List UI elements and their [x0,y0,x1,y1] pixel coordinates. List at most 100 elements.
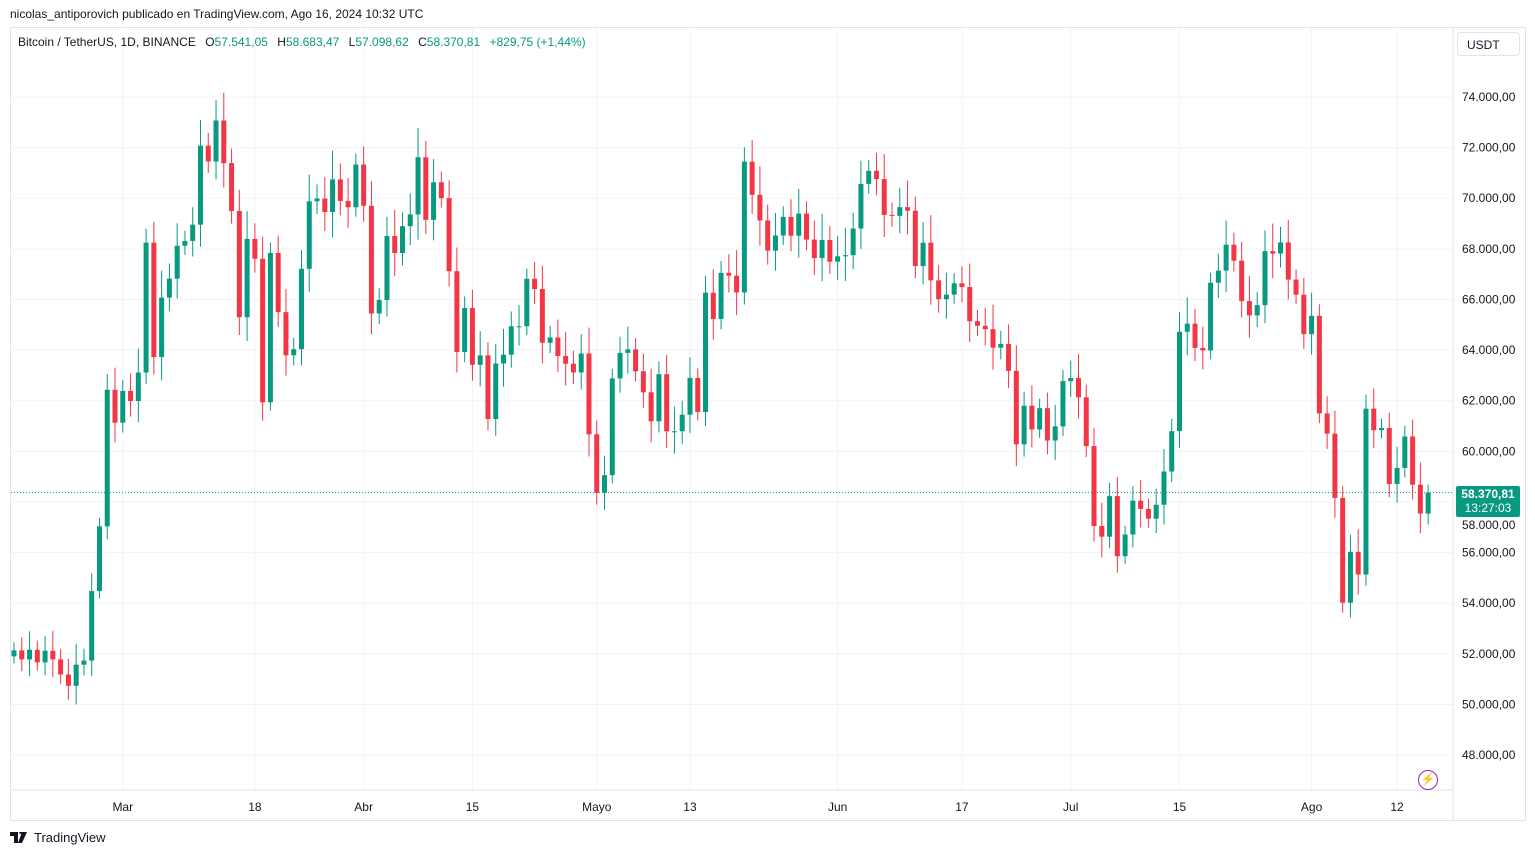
y-tick-label: 60.000,00 [1462,444,1516,458]
candle-body [438,182,444,199]
candle-body [671,431,677,433]
candle-body [1394,467,1400,484]
candle-body [454,271,460,353]
currency-button[interactable]: USDT [1457,32,1520,56]
candle-body [594,434,600,493]
candle-body [19,650,25,660]
candle-body [1254,305,1260,316]
candle-body [1324,413,1330,434]
candle-body [951,283,957,295]
high-value: 58.683,47 [285,35,340,49]
x-tick-label: Jul [1063,800,1078,814]
candle-body [1114,496,1120,557]
candle-body [609,378,615,476]
x-tick-label: Jun [828,800,847,814]
candle-body [936,280,942,300]
candle-body [376,299,382,314]
candle-body [1145,508,1151,519]
candle-body [501,354,507,364]
open-value: 57.541,05 [214,35,268,49]
candle-body [446,198,452,272]
candle-body [1177,331,1182,432]
candle-body [765,220,771,251]
y-tick-label: 64.000,00 [1462,343,1516,357]
candle-body [703,292,709,413]
candle-body [112,389,118,423]
candle-body [1301,294,1307,335]
tradingview-brand[interactable]: TradingView [10,830,106,845]
candle-body [1417,484,1423,514]
candle-body [368,205,374,314]
y-tick-label: 52.000,00 [1462,647,1516,661]
candle-body [1410,436,1416,485]
candle-body [1130,500,1136,535]
tradingview-logo-icon [10,832,27,843]
candle-body [516,326,522,328]
candle-body [827,239,833,262]
candle-body [570,363,576,373]
candle-body [881,179,887,215]
candle-body [1347,551,1353,603]
candle-body [835,256,841,262]
candle-body [190,224,196,241]
candle-body [804,213,810,240]
candle-body [1083,397,1089,447]
candle-body [850,228,856,256]
candle-body [415,157,421,215]
candle-body [664,374,670,432]
candle-body [1246,301,1252,316]
symbol-legend: Bitcoin / TetherUS, 1D, BINANCE O57.541,… [18,35,592,49]
high-label: H [277,35,286,49]
candle-body [1379,427,1385,431]
candle-body [687,377,693,415]
candle-body [400,226,405,253]
candle-body [159,297,165,358]
candle-body [1239,260,1245,302]
candle-body [1169,431,1175,472]
candle-body [431,182,437,220]
candle-body [586,353,592,435]
candle-body [718,272,724,319]
open-label: O [205,35,215,49]
candle-body [1006,343,1012,371]
candle-body [11,650,17,657]
candle-body [50,650,56,660]
candle-body [625,349,631,353]
y-tick-label: 48.000,00 [1462,748,1516,762]
candle-body [842,255,848,257]
candle-body [89,591,95,661]
candle-body [96,526,102,592]
candle-body [656,374,662,422]
symbol-name[interactable]: Bitcoin / TetherUS, 1D, BINANCE [18,35,196,49]
x-tick-label: Ago [1301,800,1323,814]
y-tick-label: 72.000,00 [1462,141,1516,155]
candle-body [1068,377,1074,382]
candle-body [1161,471,1167,505]
candle-body [757,194,763,221]
candle-body [889,214,895,216]
candle-body [1270,251,1276,254]
candle-body [974,321,980,326]
candle-body [1075,377,1081,398]
candle-body [1060,381,1066,427]
candle-body [493,363,499,420]
y-tick-label: 50.000,00 [1462,697,1516,711]
candle-body [1153,504,1159,519]
candle-body [1138,500,1144,509]
candle-body [811,239,817,259]
candle-body [151,242,157,358]
candle-body [734,275,740,293]
x-tick-label: Mayo [582,800,612,814]
close-value: 58.370,81 [426,35,481,49]
y-tick-label: 74.000,00 [1462,90,1516,104]
low-value: 57.098,62 [355,35,409,49]
candle-body [749,161,755,195]
lightning-icon[interactable]: ⚡ [1418,770,1438,790]
candle-body [819,239,825,259]
change-value: +829,75 (+1,44%) [489,35,586,49]
candle-body [1091,446,1097,527]
candle-body [197,145,203,225]
candle-body [772,235,778,251]
candle-body [943,294,949,300]
